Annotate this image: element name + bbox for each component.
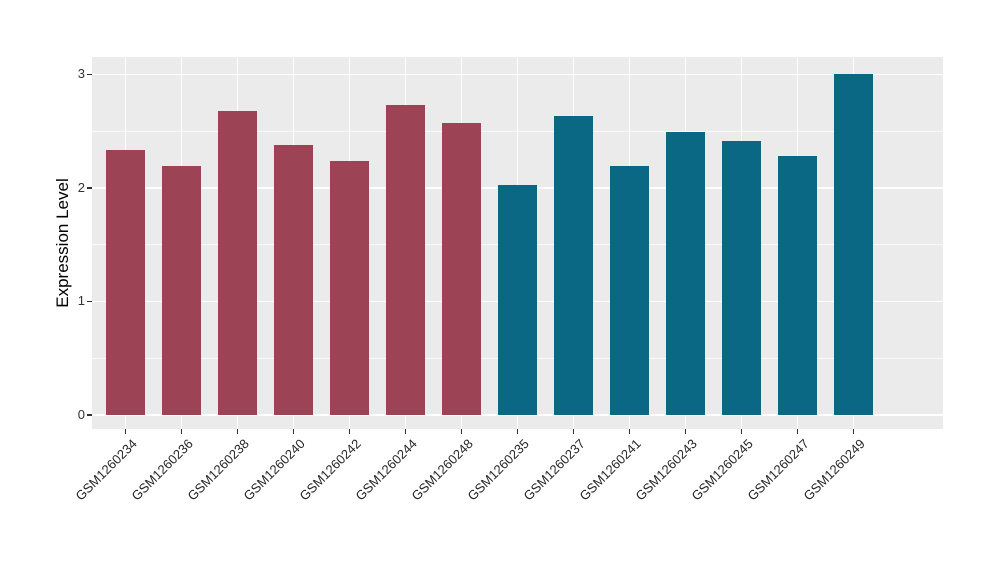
bar-GSM1260236	[162, 166, 202, 416]
x-axis-tick	[124, 429, 127, 434]
bar-GSM1260248	[442, 123, 481, 416]
bar-GSM1260244	[386, 105, 426, 416]
bar-GSM1260235	[498, 184, 537, 416]
x-axis-tick	[460, 429, 463, 434]
x-axis-tick	[740, 429, 743, 434]
bar-GSM1260241	[609, 166, 649, 416]
bar-GSM1260243	[665, 132, 705, 416]
y-axis-tick	[87, 187, 92, 189]
y-axis-title: Expression Level	[53, 178, 72, 308]
plot-panel	[92, 57, 943, 429]
bar-GSM1260240	[274, 144, 314, 416]
y-axis-tick	[87, 73, 92, 76]
x-axis-tick	[572, 429, 575, 434]
x-axis-tick	[796, 429, 799, 434]
bar-GSM1260234	[106, 150, 146, 416]
y-tick-label: 1	[77, 293, 85, 309]
x-axis-tick	[852, 429, 855, 434]
y-tick-label: 2	[77, 179, 85, 195]
bar-GSM1260249	[833, 74, 873, 416]
bar-GSM1260242	[330, 160, 370, 416]
x-axis-tick	[236, 429, 239, 434]
y-axis-tick	[87, 300, 92, 303]
x-axis-tick	[292, 429, 295, 434]
x-axis-tick	[516, 429, 519, 434]
x-axis-tick	[404, 429, 407, 434]
x-axis-tick	[628, 429, 631, 434]
y-axis-tick	[87, 414, 92, 416]
x-axis-tick	[684, 429, 687, 434]
bar-GSM1260247	[777, 156, 817, 416]
x-axis-tick	[348, 429, 351, 434]
bar-GSM1260238	[218, 110, 258, 416]
bar-GSM1260245	[721, 141, 761, 416]
y-tick-label: 3	[77, 66, 85, 82]
bar-GSM1260237	[553, 116, 593, 416]
x-axis-tick	[180, 429, 183, 434]
y-tick-label: 0	[77, 407, 85, 423]
